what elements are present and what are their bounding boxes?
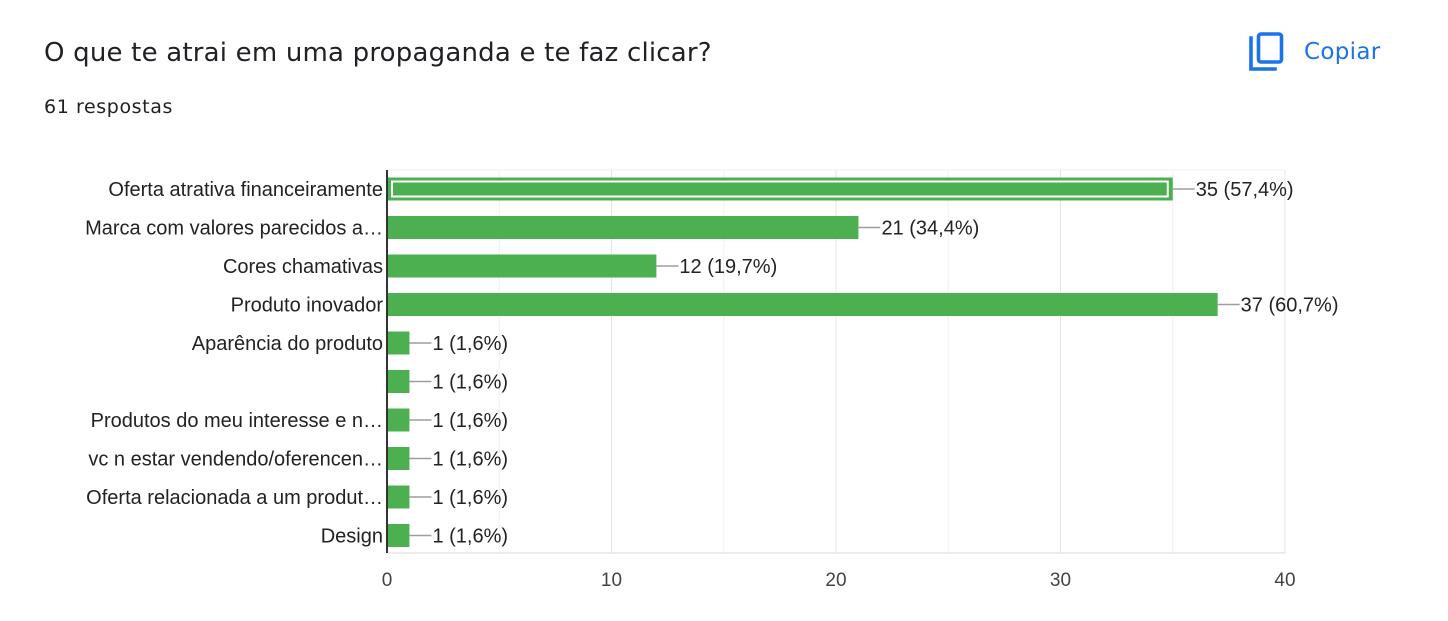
data-label: 1 (1,6%) (432, 487, 508, 509)
bar (387, 485, 410, 509)
data-label: 1 (1,6%) (432, 526, 508, 548)
question-title: O que te atrai em uma propaganda e te fa… (44, 38, 712, 68)
category-label: Aparência do produto (192, 333, 383, 355)
x-tick-label: 40 (1274, 570, 1295, 591)
bar (387, 216, 859, 239)
bar (387, 370, 410, 393)
data-label: 35 (57,4%) (1196, 179, 1294, 201)
x-tick-label: 0 (382, 570, 393, 591)
bar (387, 177, 1173, 201)
bar (387, 408, 410, 432)
data-label: 1 (1,6%) (432, 410, 508, 432)
copy-icon (1249, 32, 1284, 71)
x-tick-label: 10 (601, 570, 622, 591)
category-label: Design (321, 526, 383, 548)
bar-highlight (391, 180, 1169, 198)
data-label: 1 (1,6%) (432, 372, 508, 394)
category-label: Marca com valores parecidos a… (85, 218, 383, 240)
category-label: Produto inovador (231, 295, 384, 317)
copy-label: Copiar (1304, 39, 1381, 65)
data-label: 37 (60,7%) (1241, 295, 1339, 317)
bars (387, 177, 1218, 547)
x-tick-label: 30 (1050, 570, 1071, 591)
bar (387, 524, 410, 547)
bar (387, 447, 410, 470)
x-tick-label: 20 (825, 570, 846, 591)
category-label: Cores chamativas (223, 256, 383, 278)
data-label: 1 (1,6%) (432, 333, 508, 355)
bar (387, 331, 410, 355)
data-label: 21 (34,4%) (881, 218, 979, 240)
copy-button[interactable]: Copiar (1248, 30, 1380, 74)
labels: 0 10 20 30 40 Oferta atrativa financeiramente… (85, 179, 1338, 591)
category-label: Oferta relacionada a um produt… (86, 487, 383, 509)
data-label: 1 (1,6%) (432, 449, 508, 471)
axes (386, 170, 1285, 554)
response-count: 61 respostas (44, 96, 173, 118)
category-label: vc n estar vendendo/oferencen… (88, 449, 383, 471)
data-label: 12 (19,7%) (679, 256, 777, 278)
category-label: Produtos do meu interesse e n… (91, 410, 383, 432)
bar (387, 293, 1218, 316)
category-label: Oferta atrativa financeiramente (108, 179, 383, 201)
bar (387, 254, 657, 278)
